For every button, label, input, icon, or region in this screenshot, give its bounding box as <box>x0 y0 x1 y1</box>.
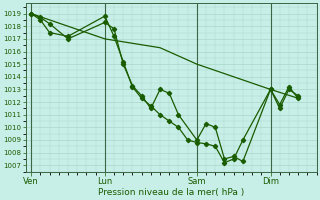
X-axis label: Pression niveau de la mer( hPa ): Pression niveau de la mer( hPa ) <box>98 188 244 197</box>
